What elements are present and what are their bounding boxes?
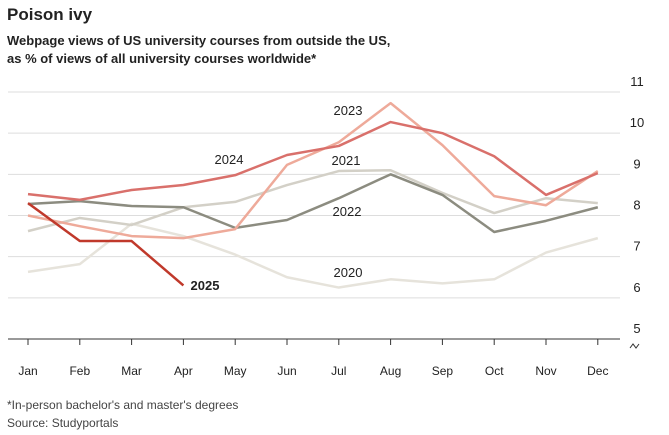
x-tick-label: Feb — [69, 364, 90, 378]
y-tick-label: 8 — [633, 198, 640, 213]
y-tick-label: 7 — [633, 239, 640, 254]
chart-title: Poison ivy — [7, 5, 93, 24]
x-tick-label: Sep — [432, 364, 454, 378]
line — [27, 173, 599, 234]
line — [27, 120, 599, 202]
x-tick-label: Dec — [587, 364, 608, 378]
x-tick-label: Aug — [380, 364, 401, 378]
x-tick-label: Jun — [277, 364, 296, 378]
line — [27, 168, 598, 233]
y-tick-label: 9 — [633, 156, 640, 171]
line — [27, 202, 185, 287]
line — [27, 222, 599, 289]
footnote: *In-person bachelor's and master's degre… — [7, 398, 238, 412]
x-tick-label: Mar — [121, 364, 142, 378]
series-label: 2022 — [333, 204, 362, 219]
subtitle: Webpage views of US university courses f… — [7, 33, 390, 48]
series-label: 2023 — [334, 103, 363, 118]
x-tick-label: Apr — [174, 364, 193, 378]
source: Source: Studyportals — [7, 416, 118, 430]
y-tick-label: 11 — [630, 74, 644, 89]
series-label: 2020 — [334, 265, 363, 280]
x-tick-label: Oct — [485, 364, 504, 378]
x-tick-label: May — [224, 364, 247, 378]
axis-break — [629, 343, 640, 349]
y-tick-label: 5 — [633, 321, 640, 336]
line — [27, 101, 599, 240]
x-tick-label: Jul — [331, 364, 346, 378]
series-label: 2024 — [215, 152, 244, 167]
y-tick-label: 10 — [630, 115, 644, 130]
subtitle: as % of views of all university courses … — [7, 51, 317, 66]
series-label: 2021 — [332, 153, 361, 168]
x-tick-label: Jan — [18, 364, 37, 378]
series-label: 2025 — [191, 278, 220, 293]
x-tick-label: Nov — [535, 364, 556, 378]
y-tick-label: 6 — [633, 280, 640, 295]
